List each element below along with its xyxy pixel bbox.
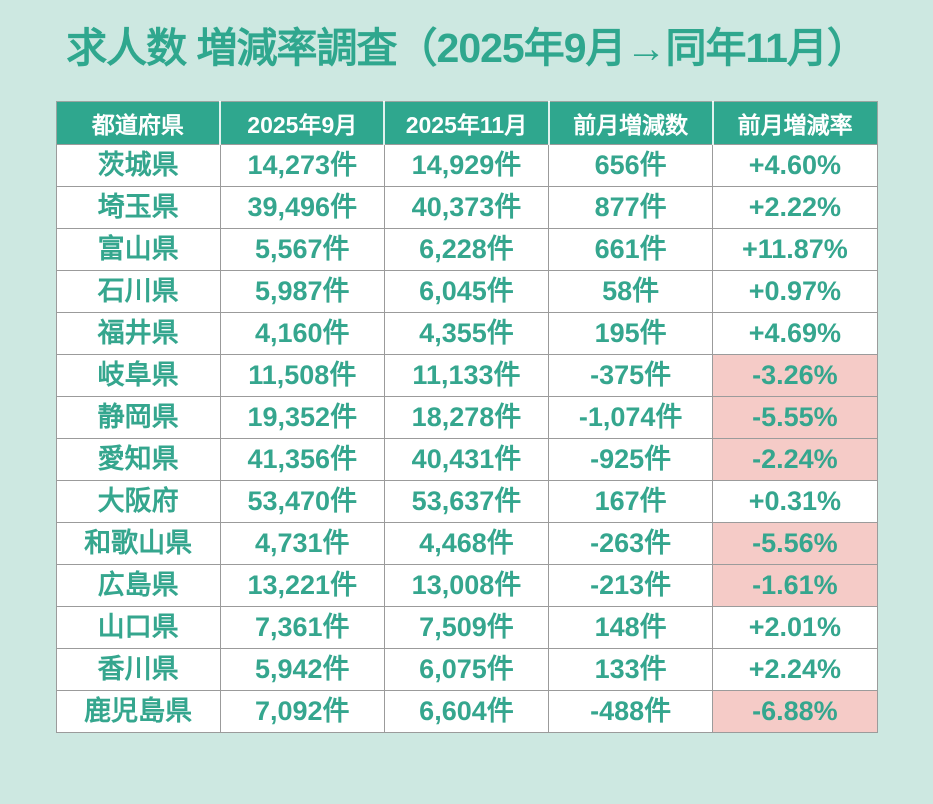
table-row: 鹿児島県 7,092件 6,604件 -488件 -6.88% — [55, 690, 878, 734]
cell-sep2025: 4,160件 — [219, 312, 385, 356]
column-header-change: 前月増減数 — [547, 101, 713, 145]
table-row: 大阪府 53,470件 53,637件 167件 +0.31% — [55, 480, 878, 524]
cell-rate: +0.31% — [712, 480, 878, 524]
cell-nov2025: 53,637件 — [383, 480, 550, 524]
table-row: 福井県 4,160件 4,355件 195件 +4.69% — [55, 312, 878, 356]
cell-sep2025: 14,273件 — [219, 144, 385, 188]
cell-nov2025: 40,373件 — [383, 186, 550, 230]
cell-sep2025: 5,567件 — [219, 228, 385, 272]
cell-sep2025: 53,470件 — [219, 480, 385, 524]
table-body: 茨城県 14,273件 14,929件 656件 +4.60% 埼玉県 39,496件 40,… — [55, 144, 878, 734]
cell-prefecture: 大阪府 — [55, 480, 221, 524]
table-row: 岐阜県 11,508件 11,133件 -375件 -3.26% — [55, 354, 878, 398]
cell-nov2025: 18,278件 — [383, 396, 550, 440]
cell-rate: +0.97% — [712, 270, 878, 314]
column-header-nov2025: 2025年11月 — [383, 101, 549, 145]
page-title: 求人数 増減率調査（2025年9月→同年11月） — [66, 25, 868, 71]
cell-sep2025: 41,356件 — [219, 438, 385, 482]
cell-change: 148件 — [548, 606, 714, 650]
table-header: 都道府県 2025年9月 2025年11月 前月増減数 前月増減率 — [56, 101, 877, 145]
cell-nov2025: 14,929件 — [383, 144, 550, 188]
cell-nov2025: 4,355件 — [383, 312, 550, 356]
table-row: 埼玉県 39,496件 40,373件 877件 +2.22% — [55, 186, 878, 230]
cell-change: 656件 — [548, 144, 714, 188]
job-postings-table: 都道府県 2025年9月 2025年11月 前月増減数 前月増減率 茨城県 14,… — [55, 101, 878, 734]
cell-rate: -1.61% — [712, 564, 878, 608]
cell-rate: -5.56% — [712, 522, 878, 566]
cell-sep2025: 13,221件 — [219, 564, 385, 608]
cell-rate: +4.60% — [712, 144, 878, 188]
cell-sep2025: 19,352件 — [219, 396, 385, 440]
cell-change: -213件 — [548, 564, 714, 608]
cell-prefecture: 茨城県 — [55, 144, 221, 188]
cell-prefecture: 静岡県 — [55, 396, 221, 440]
cell-rate: +2.01% — [712, 606, 878, 650]
column-header-rate: 前月増減率 — [711, 101, 877, 145]
cell-prefecture: 広島県 — [55, 564, 221, 608]
cell-nov2025: 6,604件 — [383, 690, 550, 734]
cell-change: 877件 — [548, 186, 714, 230]
cell-prefecture: 福井県 — [55, 312, 221, 356]
cell-change: -1,074件 — [548, 396, 714, 440]
cell-rate: -6.88% — [712, 690, 878, 734]
cell-prefecture: 石川県 — [55, 270, 221, 314]
cell-prefecture: 山口県 — [55, 606, 221, 650]
cell-change: 133件 — [548, 648, 714, 692]
cell-prefecture: 富山県 — [55, 228, 221, 272]
cell-prefecture: 鹿児島県 — [55, 690, 221, 734]
table-row: 山口県 7,361件 7,509件 148件 +2.01% — [55, 606, 878, 650]
cell-rate: -2.24% — [712, 438, 878, 482]
cell-sep2025: 4,731件 — [219, 522, 385, 566]
cell-change: -488件 — [548, 690, 714, 734]
cell-sep2025: 7,361件 — [219, 606, 385, 650]
column-header-sep2025: 2025年9月 — [219, 101, 385, 145]
cell-prefecture: 岐阜県 — [55, 354, 221, 398]
cell-rate: +2.24% — [712, 648, 878, 692]
cell-change: -925件 — [548, 438, 714, 482]
cell-prefecture: 愛知県 — [55, 438, 221, 482]
cell-change: 167件 — [548, 480, 714, 524]
table-row: 富山県 5,567件 6,228件 661件 +11.87% — [55, 228, 878, 272]
cell-rate: +11.87% — [712, 228, 878, 272]
table-row: 香川県 5,942件 6,075件 133件 +2.24% — [55, 648, 878, 692]
cell-change: 195件 — [548, 312, 714, 356]
cell-prefecture: 和歌山県 — [55, 522, 221, 566]
cell-change: 58件 — [548, 270, 714, 314]
cell-rate: +2.22% — [712, 186, 878, 230]
table-row: 静岡県 19,352件 18,278件 -1,074件 -5.55% — [55, 396, 878, 440]
cell-sep2025: 5,987件 — [219, 270, 385, 314]
table-row: 和歌山県 4,731件 4,468件 -263件 -5.56% — [55, 522, 878, 566]
cell-rate: +4.69% — [712, 312, 878, 356]
table-row: 愛知県 41,356件 40,431件 -925件 -2.24% — [55, 438, 878, 482]
cell-nov2025: 4,468件 — [383, 522, 550, 566]
cell-sep2025: 39,496件 — [219, 186, 385, 230]
cell-prefecture: 香川県 — [55, 648, 221, 692]
header-row: 都道府県 2025年9月 2025年11月 前月増減数 前月増減率 — [56, 101, 877, 145]
table-row: 茨城県 14,273件 14,929件 656件 +4.60% — [55, 144, 878, 188]
cell-change: 661件 — [548, 228, 714, 272]
cell-rate: -3.26% — [712, 354, 878, 398]
cell-sep2025: 7,092件 — [219, 690, 385, 734]
cell-sep2025: 5,942件 — [219, 648, 385, 692]
cell-rate: -5.55% — [712, 396, 878, 440]
cell-nov2025: 40,431件 — [383, 438, 550, 482]
table-row: 石川県 5,987件 6,045件 58件 +0.97% — [55, 270, 878, 314]
cell-nov2025: 6,228件 — [383, 228, 550, 272]
cell-prefecture: 埼玉県 — [55, 186, 221, 230]
cell-nov2025: 6,045件 — [383, 270, 550, 314]
cell-nov2025: 7,509件 — [383, 606, 550, 650]
column-header-prefecture: 都道府県 — [56, 101, 221, 145]
cell-nov2025: 11,133件 — [383, 354, 550, 398]
cell-change: -263件 — [548, 522, 714, 566]
cell-sep2025: 11,508件 — [219, 354, 385, 398]
cell-nov2025: 13,008件 — [383, 564, 550, 608]
cell-change: -375件 — [548, 354, 714, 398]
cell-nov2025: 6,075件 — [383, 648, 550, 692]
table-row: 広島県 13,221件 13,008件 -213件 -1.61% — [55, 564, 878, 608]
